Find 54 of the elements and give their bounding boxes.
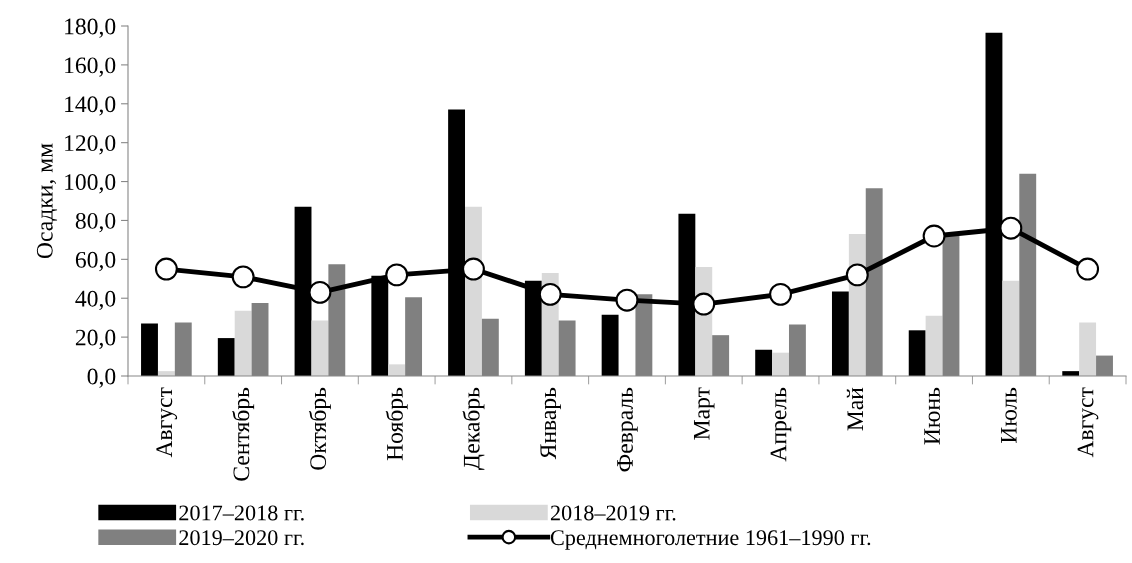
- point: [692, 292, 716, 316]
- legend-label: 2017–2018 гг.: [179, 505, 304, 521]
- bar: [755, 349, 773, 376]
- x-tick-label: Октябрь: [308, 387, 331, 470]
- y-tick-label: 120,0: [65, 135, 116, 155]
- y-tick-label: 100,0: [65, 174, 116, 194]
- y-tick-label: 80,0: [75, 212, 116, 233]
- bar: [925, 315, 943, 376]
- point: [999, 216, 1023, 240]
- bar: [388, 364, 406, 376]
- point: [231, 265, 255, 289]
- bar: [831, 291, 849, 376]
- point: [845, 263, 869, 287]
- bar: [1079, 322, 1097, 376]
- legend-label: 2019–2020 гг.: [179, 530, 304, 546]
- bar: [217, 338, 235, 376]
- legend-label: 2018–2019 гг.: [550, 505, 676, 521]
- bar: [772, 352, 789, 376]
- bar: [601, 314, 619, 376]
- bar: [908, 330, 926, 376]
- y-tick-label: 40,0: [75, 290, 116, 311]
- x-tick-label: Ноябрь: [385, 387, 408, 461]
- point: [615, 288, 639, 312]
- point: [769, 282, 792, 306]
- y-tick-label: 0,0: [87, 368, 116, 388]
- bar: [1002, 280, 1020, 376]
- bar: [311, 320, 329, 376]
- point: [462, 257, 485, 281]
- point: [922, 224, 946, 248]
- point: [154, 257, 178, 281]
- x-tick-label: Февраль: [617, 387, 638, 472]
- y-tick-label: 140,0: [65, 96, 116, 116]
- bar: [234, 310, 252, 376]
- legend-label: Среднемноголетние 1961–1990 гг.: [550, 530, 871, 550]
- x-tick-label: Август: [1077, 387, 1099, 458]
- bar: [141, 323, 158, 376]
- x-tick-label: Январь: [540, 387, 561, 460]
- y-tick-label: 160,0: [65, 57, 116, 77]
- point: [1076, 257, 1100, 281]
- y-tick-label: 180,0: [65, 18, 116, 38]
- x-tick-label: Сентябрь: [232, 387, 255, 481]
- y-axis-title: Осадки, мм: [36, 143, 58, 259]
- x-tick-label: Март: [693, 387, 715, 440]
- x-tick-label: Июнь: [924, 387, 940, 445]
- y-tick-label: 20,0: [75, 329, 116, 349]
- x-tick-label: Май: [846, 387, 864, 431]
- point: [385, 263, 409, 287]
- point: [538, 282, 562, 306]
- y-tick-label: 60,0: [75, 251, 116, 272]
- x-tick-label: Июль: [1001, 387, 1017, 444]
- x-tick-label: Август: [156, 387, 178, 458]
- x-tick-label: Апрель: [770, 387, 792, 462]
- x-tick-label: Декабрь: [462, 387, 485, 471]
- point: [308, 280, 332, 304]
